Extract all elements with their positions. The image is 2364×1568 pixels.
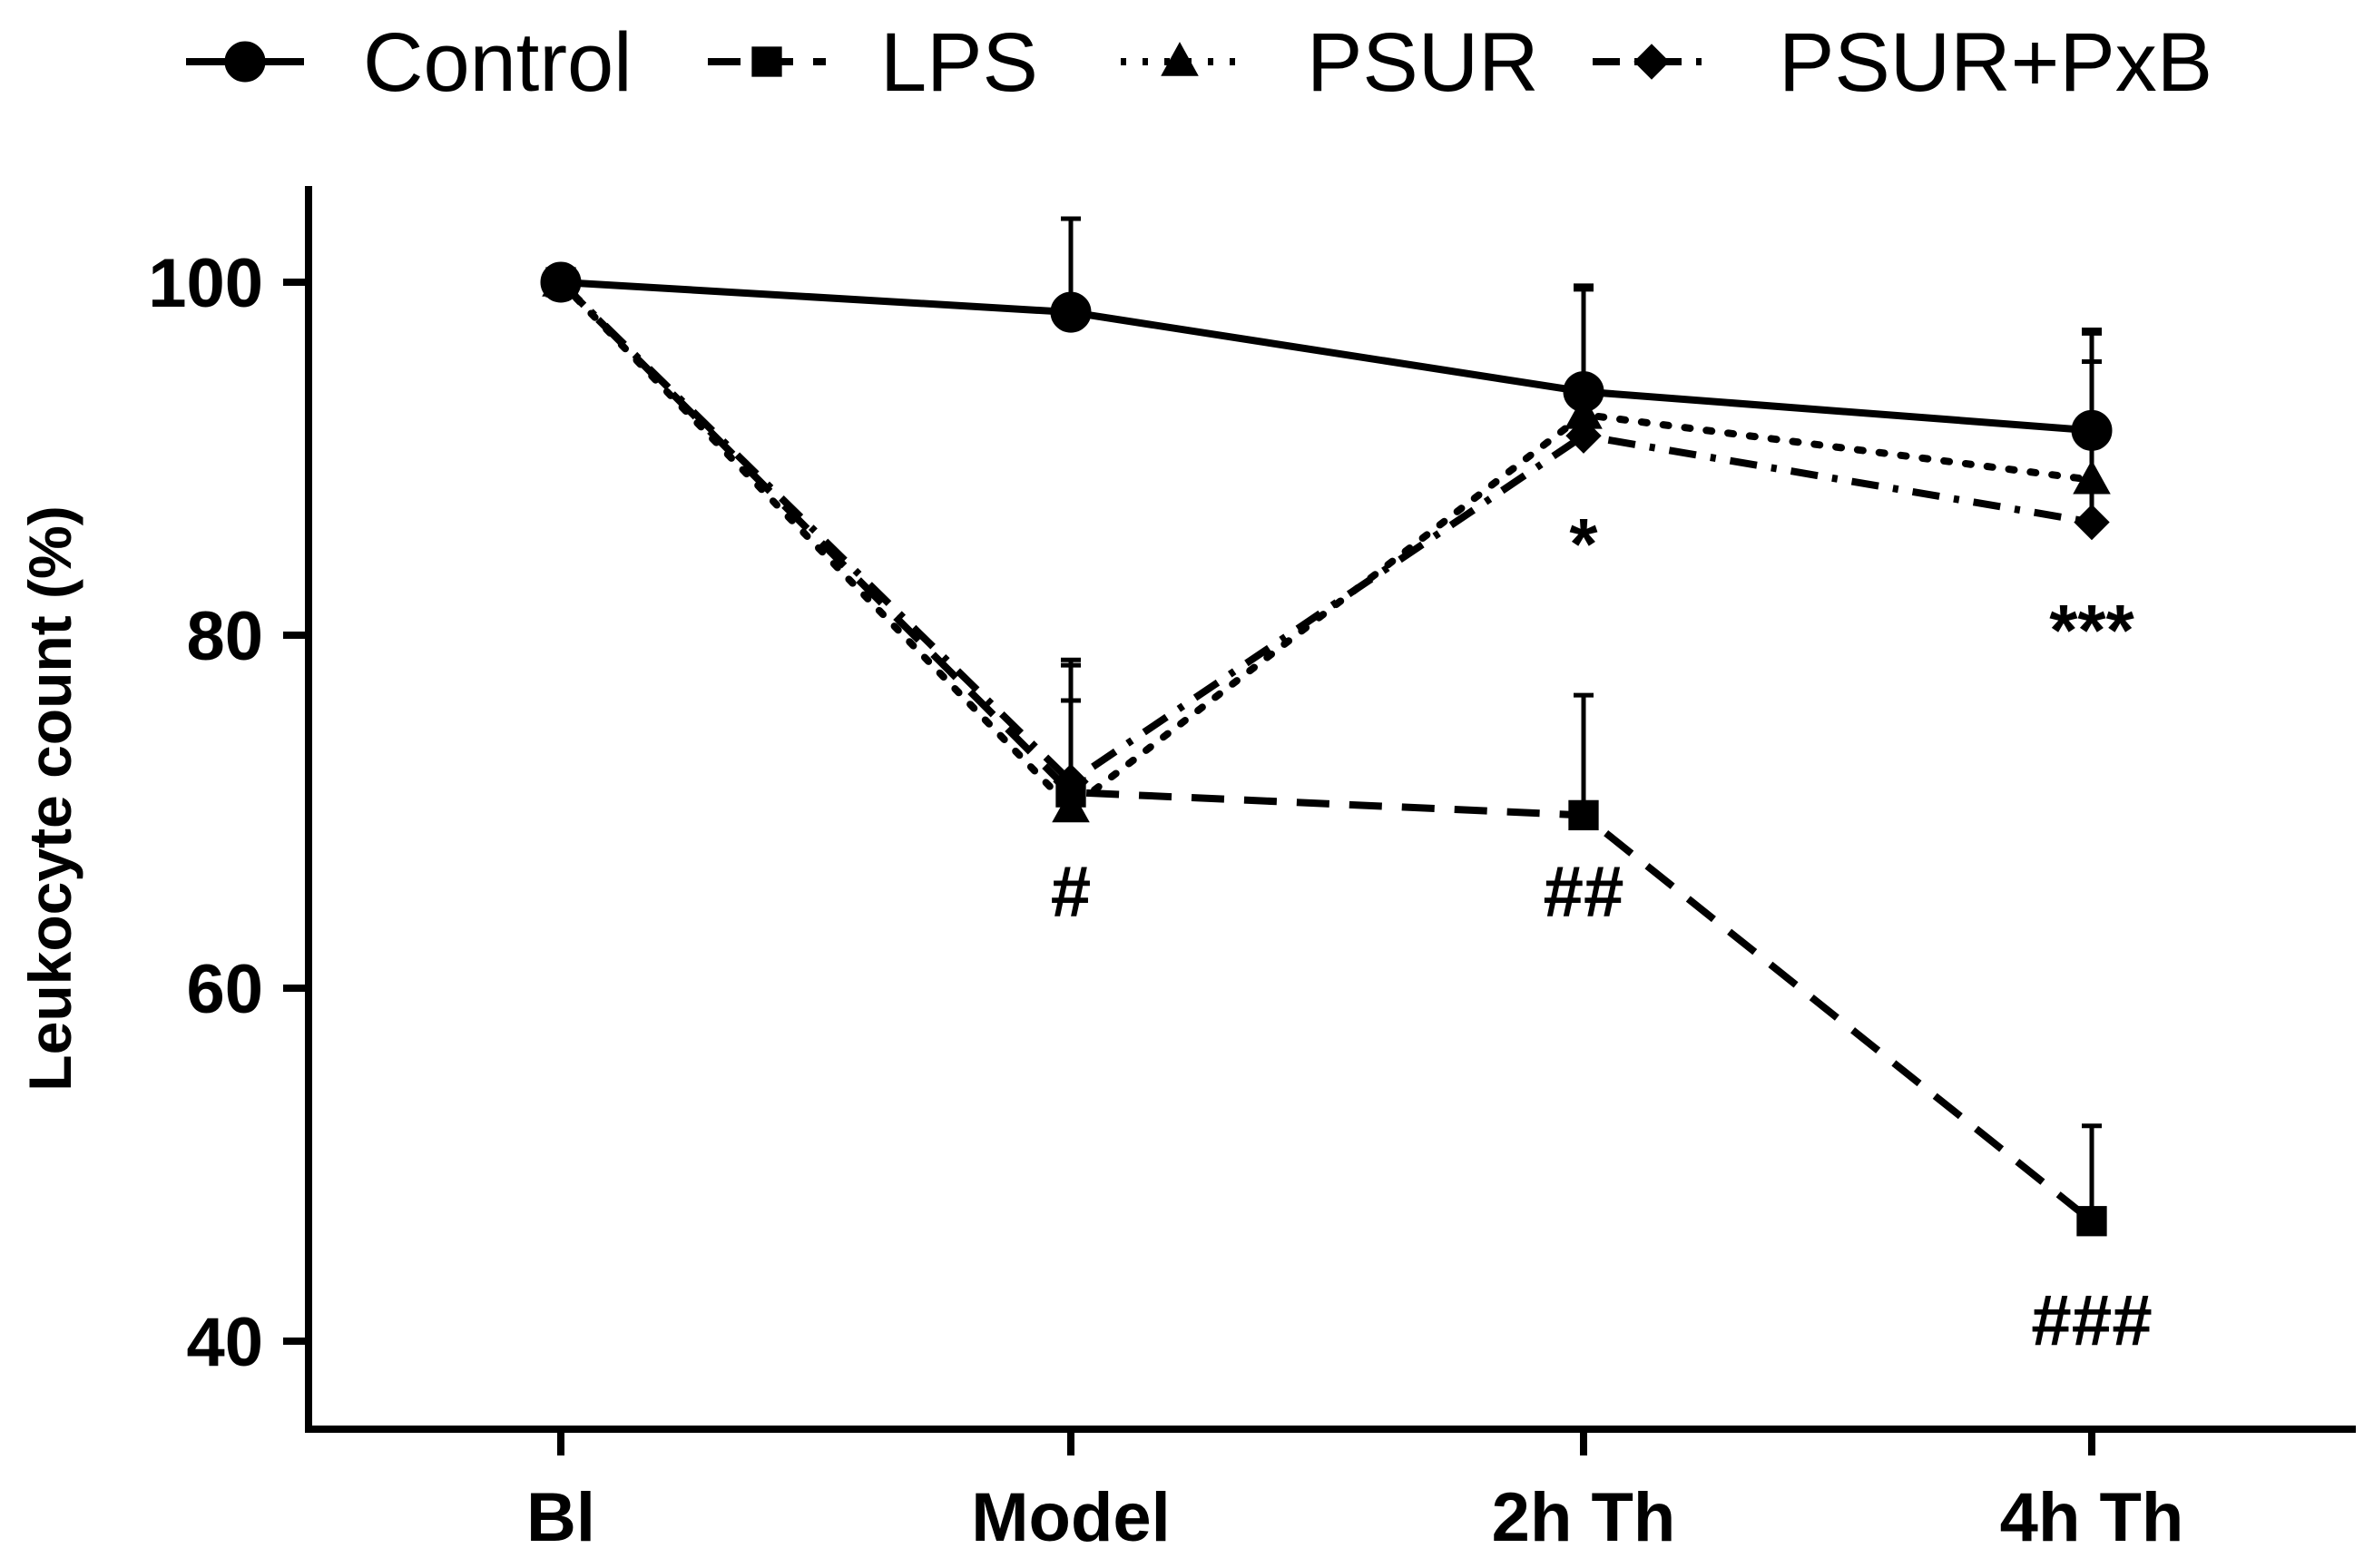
data-point <box>2074 504 2110 541</box>
data-point <box>2073 459 2111 495</box>
legend-marker <box>751 46 782 77</box>
series-line <box>558 279 2094 1224</box>
legend-marker <box>1633 44 1670 80</box>
legend-marker <box>224 41 266 83</box>
significance-marker: # <box>1051 851 1092 932</box>
series-line <box>560 279 2093 435</box>
significance-marker: ## <box>1544 851 1624 932</box>
legend-label: PSUR+PxB <box>1779 16 2212 109</box>
x-tick-label: 2h Th <box>1492 1479 1676 1556</box>
data-point <box>1050 291 1092 333</box>
axes: Leukocyte count (%) <box>16 186 2356 1433</box>
x-tick-label: Model <box>971 1479 1171 1556</box>
series-line <box>558 279 2093 786</box>
legend: Control LPS PSUR PSUR+PxB <box>186 16 2212 109</box>
data-point <box>1565 417 1602 454</box>
significance-marker: ### <box>2031 1280 2152 1361</box>
y-tick-label: 80 <box>186 598 263 675</box>
data-point <box>1053 763 1089 800</box>
y-tick-label: 60 <box>186 951 263 1028</box>
series-lines <box>557 279 2095 1224</box>
y-tick-label: 100 <box>148 245 263 322</box>
legend-label: Control <box>363 16 633 109</box>
data-point <box>1563 371 1604 413</box>
x-ticks: Bl Model 2h Th 4h Th <box>526 1429 2183 1556</box>
data-point <box>540 261 582 303</box>
y-axis-label: Leukocyte count (%) <box>16 505 83 1091</box>
legend-label: PSUR <box>1307 16 1539 109</box>
legend-label: LPS <box>880 16 1038 109</box>
data-point <box>2071 409 2113 451</box>
y-ticks: 40 60 80 100 <box>148 245 309 1381</box>
significance-marker: *** <box>2049 590 2134 671</box>
data-point <box>2076 1206 2107 1237</box>
series-line <box>557 279 2095 812</box>
data-point <box>1568 799 1599 831</box>
x-tick-label: Bl <box>526 1479 595 1556</box>
significance-marker: * <box>1569 504 1598 584</box>
y-tick-label: 40 <box>186 1304 263 1381</box>
error-bars <box>1061 216 2102 1221</box>
legend-marker <box>1161 42 1199 76</box>
data-point <box>1052 788 1090 823</box>
x-tick-label: 4h Th <box>2000 1479 2184 1556</box>
significance-annotations: # ##****### <box>1051 504 2153 1361</box>
series-markers <box>540 261 2113 1237</box>
